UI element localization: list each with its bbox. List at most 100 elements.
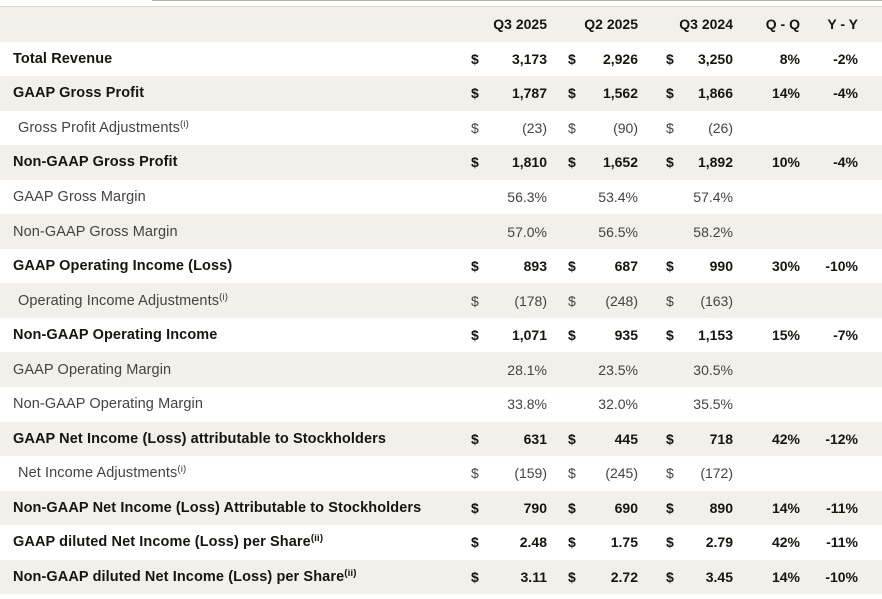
cell-value: 2.79 (705, 534, 733, 551)
cell-value: 445 (614, 430, 638, 447)
cell-q3-2025: $1,810 (471, 154, 547, 170)
row-label: Total Revenue (0, 51, 471, 67)
footnote-marker: (i) (219, 292, 228, 303)
cell-value: 23.5% (598, 361, 638, 378)
table-row: Gross Profit Adjustments(i) $ (23) $ (90) … (0, 111, 882, 146)
cell-q3-2024: $ (163) (666, 293, 733, 309)
row-label-text: GAAP Operating Income (Loss) (13, 258, 233, 275)
footnote-marker: (i) (177, 465, 187, 476)
currency-symbol: $ (471, 258, 479, 275)
table-row: Non-GAAP Gross Profit $1,810 $1,652 $1,8… (0, 145, 882, 180)
row-label: GAAP Operating Margin (0, 362, 471, 378)
cell-value: 28.1% (507, 361, 547, 378)
cell-value: 35.5% (693, 396, 733, 413)
cell-q2-2025: $2,926 (568, 51, 638, 67)
row-label-text: Non-GAAP diluted Net Income (Loss) per S… (13, 569, 345, 586)
table-row: GAAP Gross Profit $1,787 $1,562 $1,866 1… (0, 76, 882, 111)
row-label-text: Non-GAAP Operating Margin (13, 396, 204, 413)
cell-value: 935 (614, 327, 638, 344)
cell-value: 3,250 (697, 50, 733, 67)
cell-q3-2024: $3,250 (666, 51, 733, 67)
cell-value: -12% (825, 430, 858, 447)
currency-symbol: $ (666, 50, 674, 67)
cell-value: 1,071 (511, 327, 547, 344)
cell-yoy-change: -12% (800, 431, 858, 447)
cell-q3-2025: 56.3% (471, 189, 547, 205)
cell-q2-2025: 32.0% (568, 396, 638, 412)
cell-qoq-change: 14% (733, 500, 800, 516)
row-label-text: Non-GAAP Gross Margin (13, 223, 178, 240)
row-label-text: Non-GAAP Operating Income (13, 327, 218, 344)
cell-value: 893 (523, 258, 547, 275)
cell-q3-2025: $ (159) (471, 465, 547, 481)
cell-value: 8% (779, 50, 800, 67)
cell-q2-2025: $ (248) (568, 293, 638, 309)
cell-value: 1,892 (697, 154, 733, 171)
table-row: GAAP diluted Net Income (Loss) per Share… (0, 525, 882, 560)
cell-yoy-change: -11% (800, 500, 858, 516)
header-col-label: Q3 2024 (679, 16, 733, 33)
cell-value: 56.3% (507, 189, 547, 205)
cell-q2-2025: 56.5% (568, 224, 638, 240)
cell-q3-2025: $790 (471, 500, 547, 516)
currency-symbol: $ (471, 569, 479, 586)
cell-q2-2025: $935 (568, 327, 638, 343)
header-col-q3-2024: Q3 2024 (666, 16, 733, 32)
cell-value: 1,810 (511, 154, 547, 171)
currency-symbol: $ (568, 154, 576, 171)
header-col-yoy: Y - Y (800, 16, 858, 32)
currency-symbol: $ (666, 85, 674, 102)
currency-symbol: $ (568, 499, 576, 516)
table-row: Net Income Adjustments(i) $ (159) $ (245) … (0, 456, 882, 491)
cell-value: (178) (514, 292, 547, 309)
row-label: Non-GAAP Operating Margin (0, 396, 471, 412)
cell-value: 3.11 (520, 569, 547, 586)
cell-q2-2025: $1.75 (568, 534, 638, 550)
row-label: GAAP Gross Margin (0, 189, 471, 205)
currency-symbol: $ (666, 258, 674, 275)
currency-symbol: $ (568, 465, 576, 482)
cell-q2-2025: $687 (568, 258, 638, 274)
table-row: Non-GAAP Operating Income $1,071 $935 $1… (0, 318, 882, 353)
currency-symbol: $ (568, 50, 576, 67)
cell-value: 42% (771, 430, 800, 447)
currency-symbol: $ (471, 154, 479, 171)
row-label: Net Income Adjustments(i) (0, 465, 471, 481)
currency-symbol: $ (568, 119, 576, 136)
row-label: GAAP diluted Net Income (Loss) per Share… (0, 534, 471, 550)
cell-value: 14% (771, 569, 800, 586)
row-label: GAAP Net Income (Loss) attributable to S… (0, 431, 471, 447)
table-row: Operating Income Adjustments(i) $ (178) $… (0, 283, 882, 318)
financial-table: Q3 2025 Q2 2025 Q3 2024 Q - Q Y - Y Tota… (0, 6, 882, 595)
currency-symbol: $ (471, 85, 479, 102)
cell-yoy-change: -4% (800, 85, 858, 101)
currency-symbol: $ (666, 534, 674, 551)
currency-symbol: $ (471, 119, 479, 136)
cell-value: 2.48 (519, 534, 547, 551)
cell-value: 2,926 (602, 50, 638, 67)
cell-value: 42% (771, 534, 800, 551)
table-row: Non-GAAP Gross Margin 57.0% 56.5% 58.2% (0, 214, 882, 249)
table-row: GAAP Operating Income (Loss) $893 $687 $… (0, 249, 882, 284)
cell-q2-2025: $1,562 (568, 85, 638, 101)
currency-symbol: $ (471, 534, 479, 551)
cell-q3-2024: $990 (666, 258, 733, 274)
cell-value: -2% (833, 50, 858, 67)
cell-value: 3,173 (511, 50, 547, 67)
table-row: Non-GAAP Net Income (Loss) Attributable … (0, 490, 882, 526)
cell-value: 56.5% (598, 223, 638, 240)
table-row: Non-GAAP diluted Net Income (Loss) per S… (0, 559, 882, 595)
currency-symbol: $ (666, 327, 674, 344)
cell-value: (172) (700, 465, 733, 482)
cell-q3-2025: $1,787 (471, 85, 547, 101)
cell-value: 1,866 (697, 85, 733, 102)
top-hairline-divider (152, 0, 882, 1)
row-label: GAAP Operating Income (Loss) (0, 258, 471, 274)
cell-value: 2.72 (610, 569, 638, 586)
row-label-text: Total Revenue (13, 50, 113, 67)
table-header-row: Q3 2025 Q2 2025 Q3 2024 Q - Q Y - Y (0, 6, 882, 42)
cell-q3-2025: $631 (471, 431, 547, 447)
cell-value: 57.4% (693, 189, 733, 205)
header-col-label: Q - Q (765, 16, 800, 33)
